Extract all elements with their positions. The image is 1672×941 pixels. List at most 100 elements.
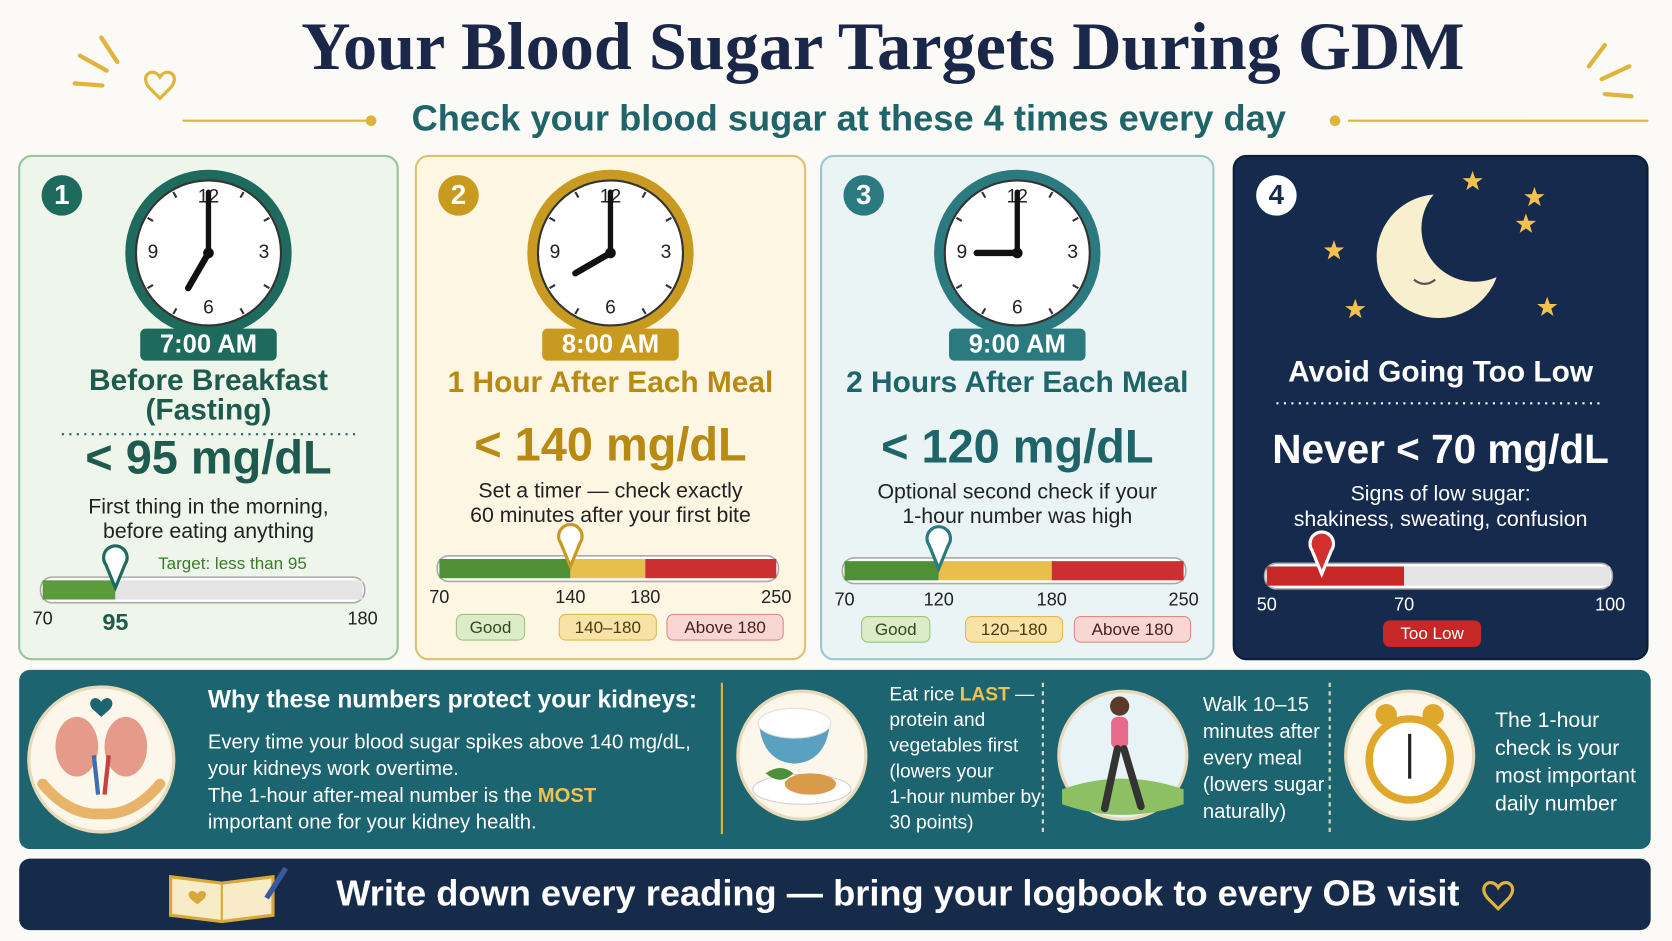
text-segment: every meal bbox=[1203, 748, 1302, 770]
gauge-tick-label: 250 bbox=[761, 587, 791, 607]
text-segment: important one for your kidney health. bbox=[208, 812, 537, 834]
text-line: (lowers your bbox=[889, 761, 994, 782]
clock-tick bbox=[239, 191, 245, 199]
target: < 120 mg/dL bbox=[881, 421, 1153, 473]
text-segment: daily number bbox=[1495, 791, 1617, 815]
kidney-icon bbox=[27, 685, 176, 834]
alarm-clock-icon bbox=[1344, 689, 1476, 821]
clock-numeral: 6 bbox=[1012, 297, 1023, 318]
card-title: Before Breakfast bbox=[89, 364, 328, 397]
text-segment: LAST bbox=[960, 685, 1010, 706]
clock-tick bbox=[263, 284, 270, 290]
footer-text: Write down every reading — bring your lo… bbox=[336, 873, 1459, 914]
card-bg bbox=[414, 154, 807, 661]
step-badge bbox=[843, 175, 884, 216]
clock-tick bbox=[146, 284, 154, 290]
star bbox=[1515, 213, 1537, 233]
clock-tick bbox=[981, 307, 987, 315]
legend-label: Good bbox=[470, 618, 512, 637]
clock-hour-hand bbox=[572, 249, 614, 277]
text-segment: (lowers sugar bbox=[1203, 774, 1325, 796]
card-note: Set a timer — check exactly bbox=[478, 478, 742, 502]
clock-tick bbox=[548, 216, 556, 222]
gauge-tick-label: 50 bbox=[1257, 595, 1277, 615]
card-note: 60 minutes after your first bite bbox=[470, 503, 751, 527]
text-line: daily number bbox=[1495, 791, 1617, 815]
gauge-tick-label: 180 bbox=[630, 587, 660, 607]
gauge-zone bbox=[1404, 566, 1611, 586]
gauge-zone bbox=[570, 559, 646, 579]
text-segment: Eat rice bbox=[889, 685, 959, 706]
legend-pill bbox=[558, 613, 657, 641]
time-pill bbox=[140, 328, 277, 361]
card-note: First thing in the morning, bbox=[88, 494, 328, 518]
clock-tick bbox=[641, 191, 647, 199]
time-label: 7:00 AM bbox=[160, 331, 257, 359]
clock-center bbox=[203, 247, 214, 259]
card-bg bbox=[820, 154, 1215, 661]
target: < 140 mg/dL bbox=[474, 418, 746, 470]
text-segment: most important bbox=[1495, 763, 1636, 787]
gauge-zone bbox=[439, 559, 571, 579]
legend-pill bbox=[861, 616, 931, 643]
step-number: 2 bbox=[451, 179, 466, 210]
text-segment: The 1-hour bbox=[1495, 708, 1599, 732]
card: 3123699:00 AM2 Hours After Each Meal< 12… bbox=[820, 154, 1215, 661]
legend-label: Too Low bbox=[1400, 624, 1464, 643]
gauge-tick-label: 250 bbox=[1169, 589, 1199, 609]
legend-pill bbox=[1073, 616, 1192, 643]
dot bbox=[365, 115, 377, 127]
gauge-tick-label: 140 bbox=[555, 587, 585, 607]
text-segment: vegetables first bbox=[889, 736, 1019, 757]
gauge-zone bbox=[645, 559, 777, 579]
logbook-icon bbox=[169, 866, 289, 924]
legend-pill bbox=[666, 613, 784, 641]
text-line: Eat rice LAST — bbox=[889, 685, 1035, 706]
gauge-zone bbox=[115, 580, 363, 600]
text-line: The 1-hour after-meal number is the MOST bbox=[208, 785, 597, 807]
text-segment: Walk 10–15 bbox=[1203, 695, 1309, 717]
walking-icon bbox=[1057, 689, 1189, 821]
card: 2123698:00 AM1 Hour After Each Meal< 140… bbox=[414, 154, 807, 661]
time-label: 9:00 AM bbox=[969, 331, 1066, 359]
clock-numeral: 3 bbox=[661, 242, 672, 263]
clock-tick bbox=[641, 307, 647, 315]
card-note: Signs of low sugar: bbox=[1351, 482, 1531, 506]
text-line: 1-hour number by bbox=[889, 787, 1041, 808]
step-badge bbox=[41, 175, 83, 216]
text-line: naturally) bbox=[1203, 801, 1286, 823]
text-line: important one for your kidney health. bbox=[208, 812, 537, 834]
card-note: 1-hour number was high bbox=[902, 504, 1132, 528]
gauge-tick-label: 120 bbox=[924, 589, 954, 609]
card-title: Avoid Going Too Low bbox=[1288, 355, 1594, 388]
clock-tick bbox=[1072, 216, 1079, 222]
text-segment: check is your bbox=[1495, 735, 1619, 759]
time-pill bbox=[949, 328, 1086, 361]
step-badge bbox=[438, 175, 479, 216]
gauge-zone bbox=[844, 561, 939, 581]
card-bg bbox=[1232, 154, 1649, 661]
legend-pill bbox=[965, 616, 1064, 643]
gauge-tick-label: 100 bbox=[1595, 595, 1625, 615]
text-line: most important bbox=[1495, 763, 1636, 787]
card-note: Optional second check if your bbox=[877, 480, 1157, 504]
text-segment: — bbox=[1010, 685, 1035, 706]
gauge-tick-label: 180 bbox=[1037, 589, 1067, 609]
target: < 95 mg/dL bbox=[85, 431, 331, 483]
card-title: (Fasting) bbox=[145, 394, 271, 427]
star bbox=[1462, 170, 1483, 191]
text-segment: Every time your blood sugar spikes above… bbox=[208, 732, 691, 754]
star bbox=[1537, 296, 1558, 316]
step-badge bbox=[1256, 175, 1297, 216]
card-bg bbox=[18, 154, 399, 661]
text-line: check is your bbox=[1495, 735, 1619, 759]
clock-center bbox=[605, 247, 616, 259]
dot bbox=[1329, 115, 1341, 127]
gauge-marker bbox=[102, 544, 129, 593]
step-number: 1 bbox=[54, 179, 69, 210]
clock-numeral: 6 bbox=[605, 297, 616, 318]
heart-icon bbox=[1482, 881, 1515, 912]
gauge-zone bbox=[938, 561, 1052, 581]
gauge-zone bbox=[1266, 566, 1405, 586]
legend-label: Above 180 bbox=[684, 618, 766, 637]
